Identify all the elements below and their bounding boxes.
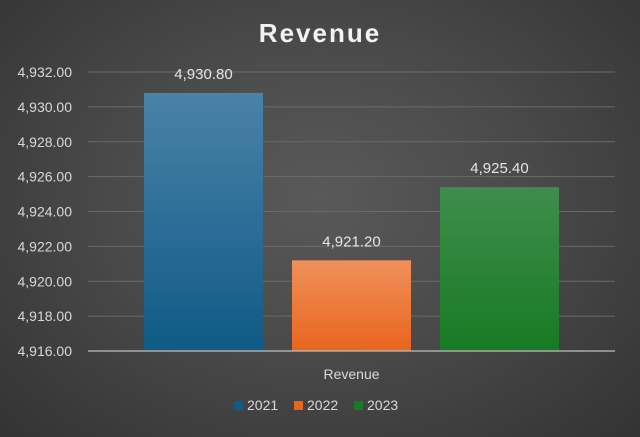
bars: [144, 92, 559, 352]
legend-label-2023: 2023: [367, 397, 398, 413]
legend-swatch-2021: [234, 401, 243, 410]
y-tick-label: 4,926.00: [18, 169, 73, 185]
y-tick-label: 4,922.00: [18, 238, 73, 254]
y-tick-label: 4,932.00: [18, 64, 73, 80]
data-label-2022: 4,921.20: [322, 233, 380, 250]
data-label-2021: 4,930.80: [174, 66, 232, 83]
category-label: Revenue: [323, 366, 379, 382]
y-tick-label: 4,916.00: [18, 343, 73, 359]
bar-2021: [144, 92, 263, 352]
y-tick-label: 4,918.00: [18, 308, 73, 324]
legend-label-2022: 2022: [307, 397, 338, 413]
chart-title: Revenue: [259, 18, 381, 48]
bar-2023: [440, 187, 559, 351]
data-label-2023: 4,925.40: [470, 160, 528, 177]
legend-swatch-2023: [354, 401, 363, 410]
y-tick-label: 4,920.00: [18, 273, 73, 289]
bar-2022: [292, 260, 411, 351]
legend-swatch-2022: [294, 401, 303, 410]
y-tick-label: 4,924.00: [18, 204, 73, 220]
legend-label-2021: 2021: [247, 397, 278, 413]
y-tick-label: 4,928.00: [18, 134, 73, 150]
data-labels: 4,930.80 4,921.20 4,925.40: [174, 66, 528, 250]
y-axis-ticks: 4,916.00 4,918.00 4,920.00 4,922.00 4,924.00…: [18, 64, 73, 359]
y-tick-label: 4,930.00: [18, 99, 73, 115]
legend: 2021 2022 2023: [234, 397, 398, 413]
